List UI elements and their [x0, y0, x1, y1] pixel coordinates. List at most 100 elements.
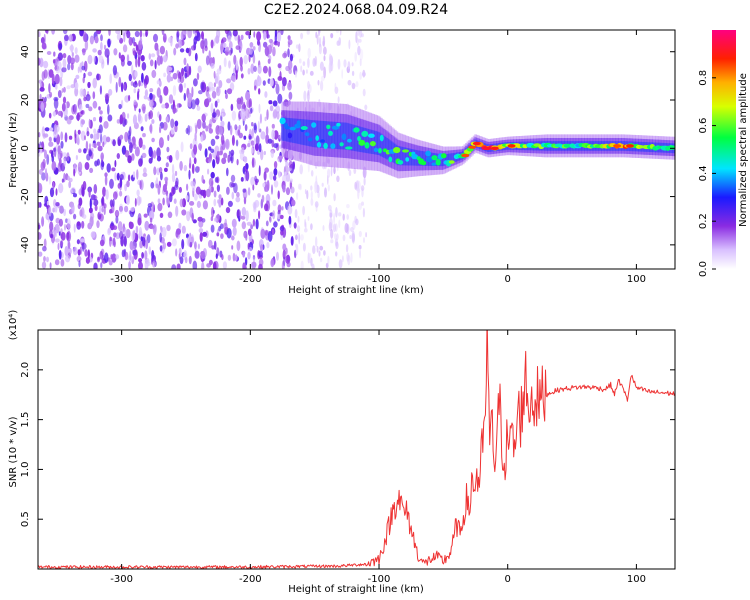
noise-speckle — [287, 48, 290, 58]
noise-speckle — [59, 150, 63, 159]
noise-speckle — [132, 142, 137, 149]
trace-core — [426, 156, 434, 163]
noise-speckle — [330, 33, 334, 39]
trace-core — [431, 162, 437, 166]
noise-speckle — [253, 65, 257, 72]
noise-speckle — [357, 45, 361, 56]
noise-speckle — [144, 75, 149, 85]
noise-speckle — [232, 30, 238, 37]
noise-speckle — [149, 124, 153, 132]
noise-speckle — [81, 61, 84, 68]
noise-speckle — [67, 241, 71, 249]
noise-speckle — [138, 108, 141, 113]
noise-speckle — [362, 207, 365, 218]
noise-speckle — [227, 35, 232, 42]
noise-speckle — [354, 181, 357, 190]
signal-trace-layer — [279, 101, 675, 179]
noise-speckle — [81, 186, 85, 197]
trace-band — [315, 120, 318, 148]
noise-speckle — [198, 143, 203, 151]
noise-speckle — [55, 202, 60, 207]
noise-speckle — [40, 161, 46, 171]
trace-band — [290, 118, 294, 143]
noise-speckle — [199, 232, 203, 242]
noise-speckle — [116, 153, 121, 159]
noise-speckle — [213, 70, 216, 79]
noise-speckle — [86, 131, 90, 137]
noise-speckle — [354, 51, 358, 62]
noise-speckle — [38, 57, 41, 66]
colorbar-gradient — [712, 30, 736, 269]
noise-speckle — [295, 70, 297, 78]
noise-speckle — [40, 101, 45, 112]
trace-band — [449, 153, 453, 164]
noise-speckle — [183, 164, 188, 172]
noise-speckle — [214, 100, 218, 108]
noise-speckle — [117, 221, 123, 232]
noise-speckle — [81, 119, 85, 125]
noise-speckle — [246, 221, 252, 226]
noise-speckle — [99, 205, 102, 215]
noise-speckle — [220, 120, 225, 127]
noise-speckle — [300, 260, 304, 269]
trace-core — [339, 142, 344, 147]
noise-speckle — [109, 73, 112, 84]
noise-speckle — [123, 83, 126, 90]
noise-speckle — [300, 32, 304, 40]
trace-core — [393, 147, 401, 154]
noise-speckle — [235, 139, 239, 147]
y-tick-label: 1.0 — [20, 461, 31, 477]
noise-speckle — [136, 189, 140, 197]
noise-speckle — [251, 122, 254, 127]
noise-speckle — [359, 30, 363, 38]
noise-speckle — [144, 250, 148, 260]
noise-speckle — [68, 181, 72, 189]
trace-band — [332, 121, 335, 149]
noise-speckle — [324, 187, 327, 198]
noise-speckle — [208, 177, 214, 187]
noise-speckle — [310, 223, 313, 231]
noise-speckle — [89, 167, 94, 174]
noise-speckle — [269, 78, 274, 87]
noise-speckle — [190, 99, 196, 110]
noise-speckle — [140, 55, 145, 62]
noise-speckle — [346, 204, 350, 209]
noise-speckle — [61, 67, 67, 73]
y-tick-label: 1.5 — [20, 412, 31, 428]
noise-speckle — [140, 236, 144, 242]
noise-speckle — [165, 116, 169, 123]
noise-speckle — [358, 245, 362, 250]
noise-speckle — [57, 145, 61, 155]
noise-speckle — [165, 162, 169, 168]
noise-speckle — [175, 205, 179, 217]
noise-speckle — [197, 216, 203, 222]
noise-speckle — [255, 218, 259, 230]
snr-plot-area — [38, 330, 675, 569]
noise-speckle — [136, 195, 141, 206]
noise-speckle — [215, 135, 220, 140]
noise-speckle — [150, 53, 156, 58]
noise-speckle — [288, 160, 293, 169]
noise-speckle — [129, 240, 134, 251]
noise-speckle — [347, 254, 351, 266]
noise-speckle — [257, 120, 260, 132]
noise-speckle — [197, 166, 200, 172]
trace-band — [319, 120, 323, 148]
noise-speckle — [112, 225, 118, 230]
noise-speckle — [93, 55, 96, 63]
colorbar-tick-label: 0.0 — [698, 261, 709, 277]
noise-speckle — [167, 66, 173, 71]
noise-speckle — [167, 199, 170, 205]
noise-speckle — [228, 60, 231, 69]
noise-speckle — [94, 160, 98, 167]
noise-speckle — [54, 73, 60, 85]
noise-speckle — [336, 175, 340, 183]
noise-speckle — [156, 48, 160, 57]
y-tick-label: 2.0 — [20, 362, 31, 378]
noise-speckle — [138, 258, 143, 263]
noise-speckle — [216, 184, 220, 192]
noise-speckle — [60, 131, 64, 141]
noise-speckle — [128, 221, 134, 230]
noise-speckle — [89, 198, 92, 210]
noise-speckle — [166, 146, 170, 153]
